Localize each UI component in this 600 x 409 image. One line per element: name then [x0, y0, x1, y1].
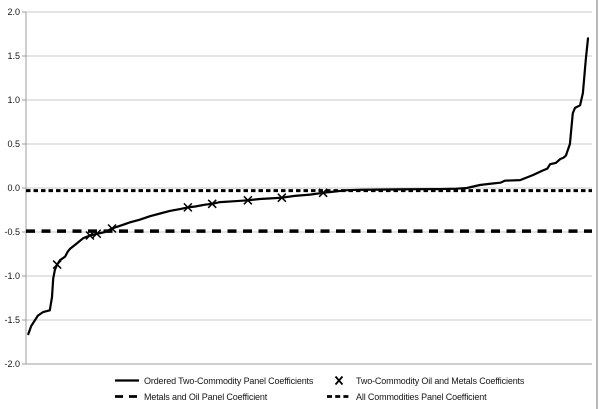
image-right-border	[596, 0, 598, 409]
legend-item-ordered-coefficients: Ordered Two-Commodity Panel Coefficients	[114, 375, 326, 386]
y-axis-label: -1.5	[4, 315, 20, 325]
legend-label-metals-oil-panel: Metals and Oil Panel Coefficient	[144, 391, 268, 402]
x-marker	[52, 260, 62, 270]
x-marker	[183, 202, 193, 212]
x-marker-swatch-icon	[334, 375, 344, 386]
y-axis-label: -2.0	[4, 359, 20, 369]
solid-line-swatch-icon	[115, 379, 139, 382]
legend-label-oil-metals-coefficients: Two-Commodity Oil and Metals Coefficient…	[356, 375, 525, 386]
legend-row-2: Metals and Oil Panel Coefficient All Com…	[114, 391, 524, 402]
y-axis-label: -0.5	[4, 227, 20, 237]
x-marker	[207, 199, 217, 209]
short-dash-swatch-icon	[327, 395, 351, 398]
legend-item-metals-oil-panel: Metals and Oil Panel Coefficient	[114, 391, 326, 402]
y-axis-label: 1.0	[7, 95, 20, 105]
legend: Ordered Two-Commodity Panel Coefficients…	[114, 375, 524, 407]
legend-row-1: Ordered Two-Commodity Panel Coefficients…	[114, 375, 524, 386]
long-dash-swatch-icon	[115, 395, 139, 398]
y-axis-label: 1.5	[7, 51, 20, 61]
x-marker	[243, 195, 253, 205]
y-axis-label: -1.0	[4, 271, 20, 281]
x-marker	[277, 193, 287, 203]
y-axis-label: 0.5	[7, 139, 20, 149]
legend-label-all-commodities-panel: All Commodities Panel Coefficient	[356, 391, 487, 402]
ordered-coefficients-line	[27, 37, 590, 336]
legend-label-ordered-coefficients: Ordered Two-Commodity Panel Coefficients	[144, 375, 314, 386]
x-marker	[85, 230, 95, 241]
legend-item-all-commodities-panel: All Commodities Panel Coefficient	[326, 391, 524, 402]
legend-item-oil-metals-coefficients: Two-Commodity Oil and Metals Coefficient…	[326, 375, 524, 386]
y-axis-label: 2.0	[7, 7, 20, 17]
y-axis-label: 0.0	[7, 183, 20, 193]
